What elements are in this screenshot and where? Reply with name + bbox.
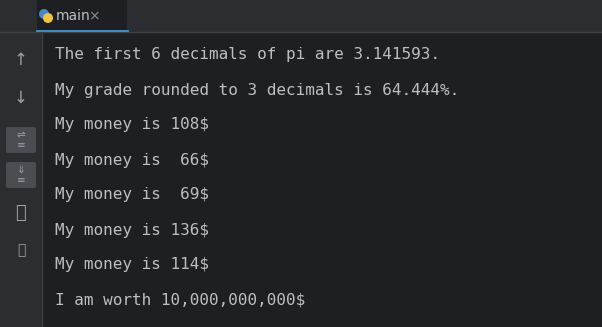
Circle shape [43,13,53,23]
Circle shape [39,9,49,19]
Text: ⎙: ⎙ [16,204,26,222]
Text: The first 6 decimals of pi are 3.141593.: The first 6 decimals of pi are 3.141593. [55,47,440,62]
Text: My money is 108$: My money is 108$ [55,117,209,132]
Text: ⇌
≡: ⇌ ≡ [17,130,25,149]
Bar [37,0,127,32]
Text: My money is 114$: My money is 114$ [55,257,209,272]
Text: ↓: ↓ [14,89,28,107]
Bar [0,32,42,327]
Text: My money is  66$: My money is 66$ [55,152,209,167]
Text: My grade rounded to 3 decimals is 64.444%.: My grade rounded to 3 decimals is 64.444… [55,82,459,97]
Text: ↑: ↑ [14,51,28,69]
Bar [0,0,602,32]
Text: My money is  69$: My money is 69$ [55,187,209,202]
Text: ×: × [88,9,100,23]
FancyBboxPatch shape [6,162,36,188]
FancyBboxPatch shape [6,127,36,153]
Text: I am worth 10,000,000,000$: I am worth 10,000,000,000$ [55,292,305,307]
Text: 🗑: 🗑 [17,243,25,257]
Text: main: main [56,9,91,23]
Text: ⇓
≡: ⇓ ≡ [17,165,25,185]
Text: My money is 136$: My money is 136$ [55,222,209,237]
